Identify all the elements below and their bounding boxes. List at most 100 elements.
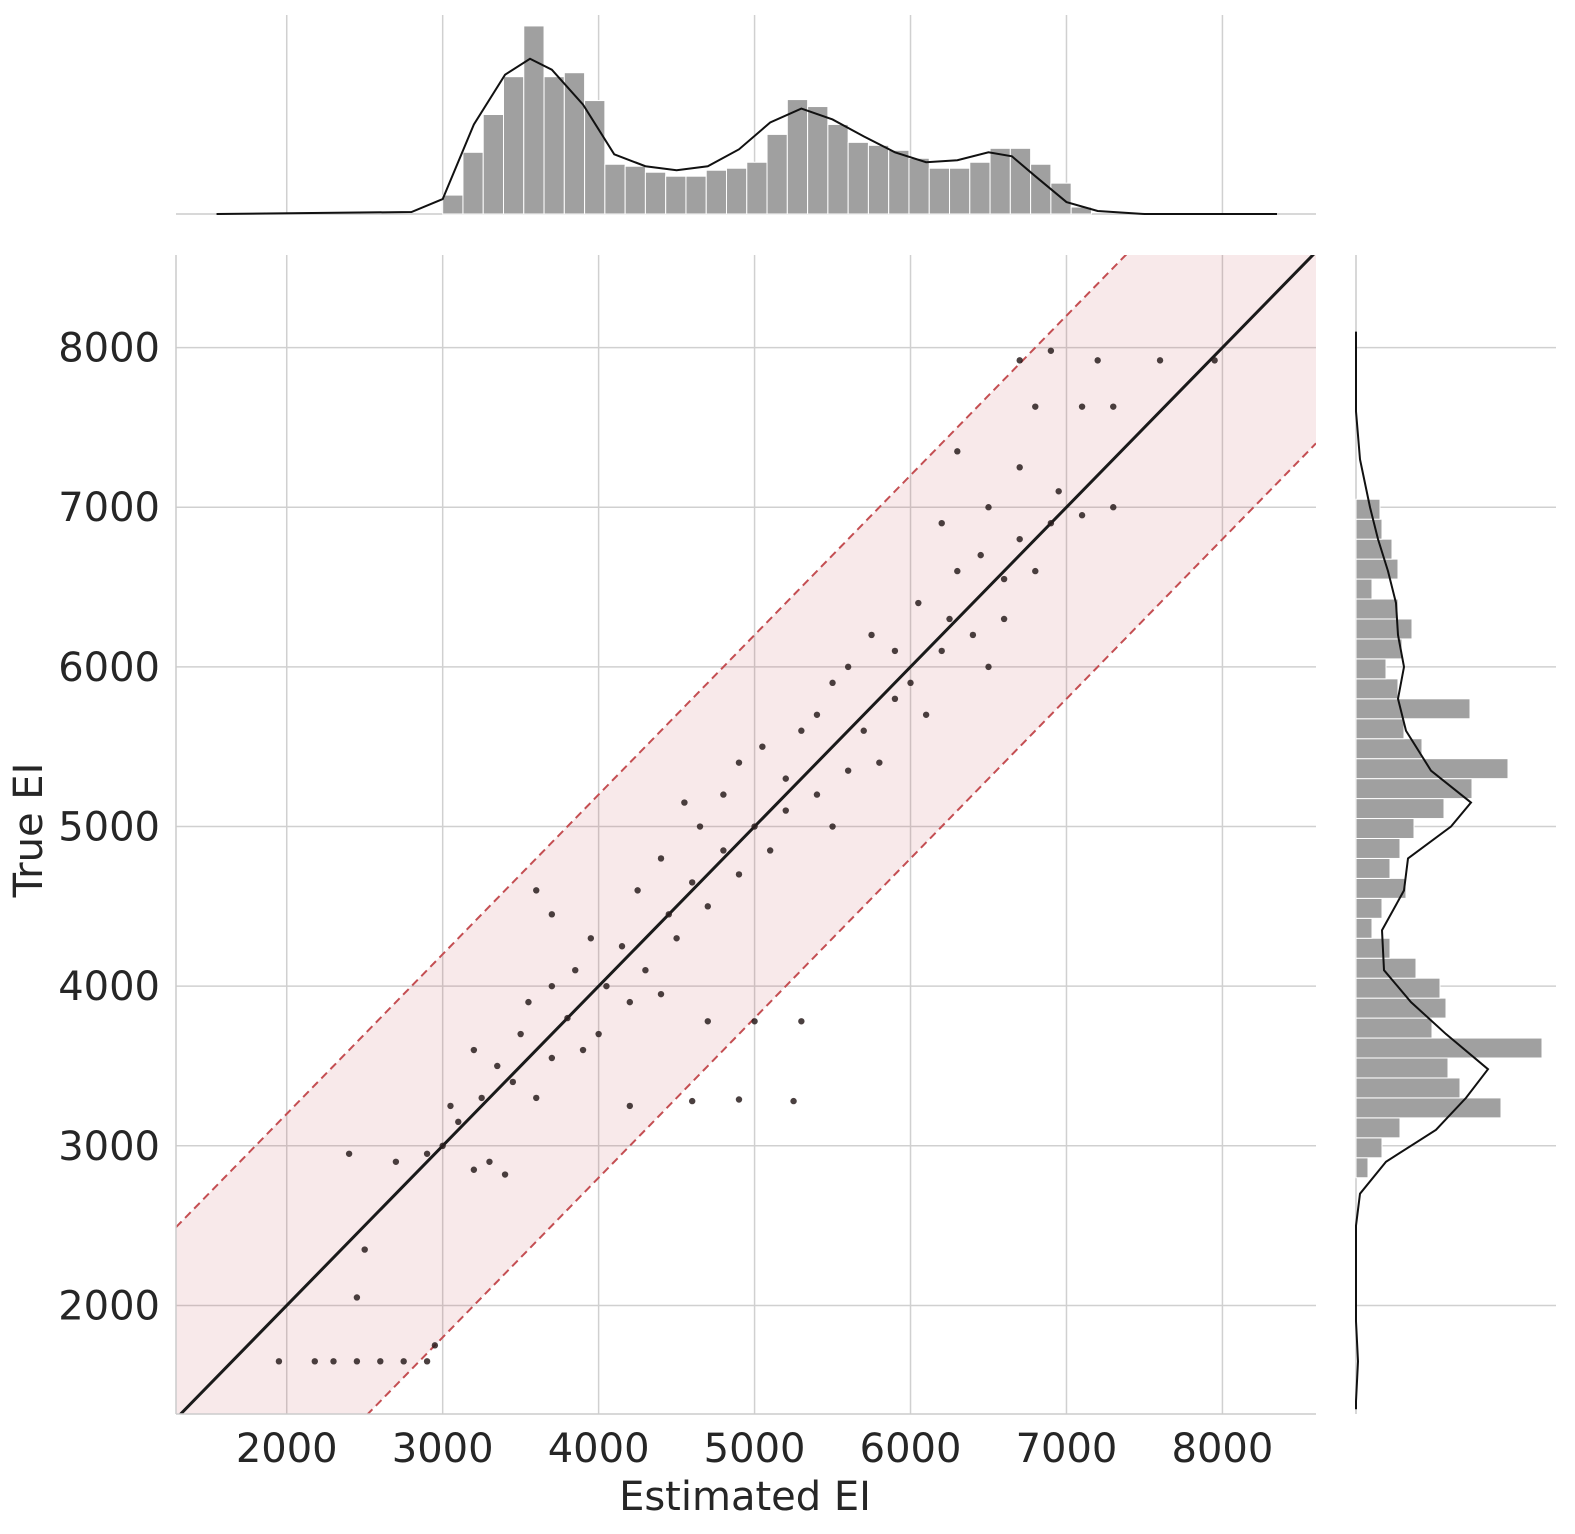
scatter-point xyxy=(1016,357,1023,364)
scatter-point xyxy=(579,1046,587,1054)
marginal-bar xyxy=(1355,598,1399,620)
marginal-bar xyxy=(1355,538,1393,560)
scatter-point xyxy=(954,567,961,575)
y-tick-label: 6000 xyxy=(58,645,160,691)
marginal-bar xyxy=(1355,558,1399,580)
x-tick-label: 2000 xyxy=(236,1426,338,1472)
scatter-point xyxy=(954,448,961,455)
scatter-point xyxy=(751,823,758,830)
scatter-point xyxy=(533,1094,540,1102)
x-tick-label: 3000 xyxy=(392,1426,494,1472)
scatter-point xyxy=(1000,615,1008,623)
marginal-bar xyxy=(1355,698,1471,720)
scatter-point xyxy=(891,695,899,703)
scatter-point xyxy=(782,775,789,782)
marginal-bar xyxy=(949,167,971,215)
marginal-bar xyxy=(502,76,525,215)
x-axis-label: Estimated EI xyxy=(619,1474,871,1520)
marginal-bar xyxy=(442,194,464,215)
marginal-bar xyxy=(969,161,991,215)
marginal-bar xyxy=(462,151,484,215)
marginal-bar xyxy=(1355,578,1373,600)
scatter-point xyxy=(813,711,821,718)
scatter-point xyxy=(330,1358,337,1365)
scatter-point xyxy=(1000,575,1008,583)
scatter-point xyxy=(720,791,727,798)
scatter-point xyxy=(353,1294,361,1301)
scatter-point xyxy=(548,911,556,918)
scatter-point xyxy=(798,1018,805,1025)
scatter-point xyxy=(938,519,945,527)
marginal-bar xyxy=(1355,678,1399,700)
marginal-bar xyxy=(1355,1137,1383,1159)
scatter-point xyxy=(361,1246,368,1253)
scatter-point xyxy=(829,823,836,830)
scatter-point xyxy=(813,791,821,798)
scatter-point xyxy=(392,1158,400,1165)
scatter-point xyxy=(1016,535,1023,543)
x-tick-label: 7000 xyxy=(1016,1426,1118,1472)
scatter-point xyxy=(759,743,766,750)
y-axis-label: True EI xyxy=(6,763,52,899)
marginal-bar xyxy=(1355,997,1447,1019)
scatter-point xyxy=(868,631,875,639)
x-tick-label: 4000 xyxy=(548,1426,650,1472)
marginal-bar xyxy=(1355,1037,1543,1059)
scatter-point xyxy=(985,504,992,511)
marginal-bar xyxy=(1355,837,1401,859)
marginal-bar xyxy=(543,76,565,215)
marginal-bar xyxy=(1355,1077,1461,1099)
scatter-point xyxy=(735,871,743,878)
scatter-point xyxy=(790,1097,797,1105)
marginal-bar xyxy=(1355,758,1509,780)
scatter-point xyxy=(922,711,930,718)
marginal-bar xyxy=(1355,1017,1433,1039)
marginal-bar xyxy=(1355,1157,1369,1179)
marginal-bar xyxy=(1355,937,1391,959)
scatter-point xyxy=(587,935,595,942)
marginal-bar xyxy=(685,175,707,215)
scatter-point xyxy=(275,1358,283,1365)
scatter-point xyxy=(876,759,883,766)
marginal-bar xyxy=(705,169,728,215)
scatter-point xyxy=(1016,464,1023,471)
scatter-point xyxy=(907,679,914,687)
marginal-kde xyxy=(1355,331,1490,1410)
scatter-point xyxy=(891,647,899,655)
x-tick-label: 6000 xyxy=(860,1426,962,1472)
scatter-point xyxy=(642,966,649,974)
marginal-bar xyxy=(888,149,910,215)
scatter-point xyxy=(595,1030,602,1038)
scatter-point xyxy=(782,807,789,814)
scatter-point xyxy=(486,1158,493,1165)
marginal-bar xyxy=(989,147,1011,215)
marginal-bar xyxy=(1355,877,1407,899)
scatter-point xyxy=(572,966,579,974)
marginal-bar xyxy=(624,165,646,215)
x-tick-label: 5000 xyxy=(704,1426,806,1472)
marginal-bar xyxy=(523,25,545,215)
scatter-point xyxy=(704,903,711,910)
scatter-point xyxy=(798,727,805,734)
scatter-point xyxy=(603,982,610,990)
scatter-point xyxy=(1032,567,1039,575)
marginal-bar xyxy=(1030,163,1052,215)
scatter-point xyxy=(509,1078,517,1086)
y-tick-label: 8000 xyxy=(58,326,160,372)
marginal-bar xyxy=(1355,1057,1449,1079)
scatter-point xyxy=(618,943,626,950)
marginal-bar xyxy=(1355,957,1417,979)
scatter-point xyxy=(447,1102,454,1110)
scatter-point xyxy=(977,551,984,559)
scatter-point xyxy=(564,1014,571,1022)
y-tick-label: 7000 xyxy=(58,485,160,531)
marginal-bar xyxy=(1355,1097,1502,1119)
marginal-bar xyxy=(746,161,768,215)
marginal-bar xyxy=(1355,818,1415,839)
scatter-point xyxy=(1110,504,1117,511)
scatter-point xyxy=(626,1102,634,1110)
scatter-point xyxy=(829,679,836,687)
scatter-point xyxy=(844,663,852,671)
